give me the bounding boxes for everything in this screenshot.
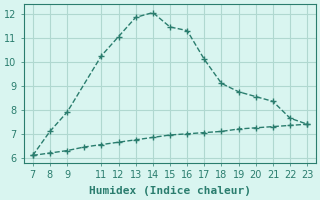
X-axis label: Humidex (Indice chaleur): Humidex (Indice chaleur) (89, 186, 251, 196)
